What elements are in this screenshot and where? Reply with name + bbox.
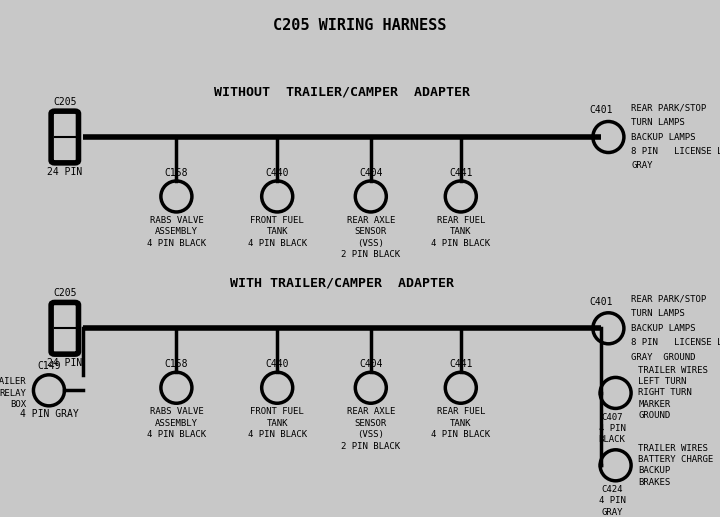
Text: C441: C441 <box>449 359 472 369</box>
Text: C205 WIRING HARNESS: C205 WIRING HARNESS <box>274 18 446 33</box>
Text: 8 PIN   LICENSE LAMPS: 8 PIN LICENSE LAMPS <box>631 147 720 156</box>
Text: 4 PIN: 4 PIN <box>598 496 626 505</box>
Text: RELAY: RELAY <box>0 389 26 398</box>
Text: 4 PIN BLACK: 4 PIN BLACK <box>248 239 307 248</box>
Text: C407: C407 <box>601 413 623 421</box>
Text: TANK: TANK <box>266 227 288 236</box>
Text: C401: C401 <box>590 297 613 307</box>
Text: BRAKES: BRAKES <box>639 478 670 487</box>
Text: C440: C440 <box>266 168 289 178</box>
Text: BLACK: BLACK <box>598 435 626 444</box>
Text: C205: C205 <box>53 288 76 298</box>
Text: C424: C424 <box>601 485 623 494</box>
Text: 4 PIN BLACK: 4 PIN BLACK <box>147 239 206 248</box>
Text: REAR PARK/STOP: REAR PARK/STOP <box>631 295 706 304</box>
Text: BOX: BOX <box>10 400 26 409</box>
Text: ASSEMBLY: ASSEMBLY <box>155 227 198 236</box>
Text: GRAY: GRAY <box>631 161 652 171</box>
Text: C158: C158 <box>165 168 188 178</box>
Text: FRONT FUEL: FRONT FUEL <box>251 407 304 416</box>
Text: TANK: TANK <box>450 419 472 428</box>
Text: C158: C158 <box>165 359 188 369</box>
Text: REAR FUEL: REAR FUEL <box>436 216 485 225</box>
Text: FRONT FUEL: FRONT FUEL <box>251 216 304 225</box>
Text: RIGHT TURN: RIGHT TURN <box>639 388 692 398</box>
Text: 8 PIN   LICENSE LAMPS: 8 PIN LICENSE LAMPS <box>631 338 720 347</box>
Text: BACKUP LAMPS: BACKUP LAMPS <box>631 132 696 142</box>
Text: TANK: TANK <box>266 419 288 428</box>
Text: 2 PIN BLACK: 2 PIN BLACK <box>341 250 400 259</box>
Text: (VSS): (VSS) <box>357 430 384 439</box>
Text: LEFT TURN: LEFT TURN <box>639 377 687 386</box>
Text: BATTERY CHARGE: BATTERY CHARGE <box>639 455 714 464</box>
Text: GRAY  GROUND: GRAY GROUND <box>631 353 696 362</box>
Text: REAR AXLE: REAR AXLE <box>346 407 395 416</box>
Text: 4 PIN BLACK: 4 PIN BLACK <box>248 430 307 439</box>
Text: 4 PIN BLACK: 4 PIN BLACK <box>147 430 206 439</box>
Text: C401: C401 <box>590 105 613 115</box>
Text: C441: C441 <box>449 168 472 178</box>
Text: MARKER: MARKER <box>639 400 670 409</box>
Text: REAR AXLE: REAR AXLE <box>346 216 395 225</box>
Text: WITH TRAILER/CAMPER  ADAPTER: WITH TRAILER/CAMPER ADAPTER <box>230 277 454 290</box>
Text: 4 PIN BLACK: 4 PIN BLACK <box>431 239 490 248</box>
Text: RABS VALVE: RABS VALVE <box>150 407 203 416</box>
Text: SENSOR: SENSOR <box>355 419 387 428</box>
Text: WITHOUT  TRAILER/CAMPER  ADAPTER: WITHOUT TRAILER/CAMPER ADAPTER <box>214 85 470 98</box>
Text: TANK: TANK <box>450 227 472 236</box>
Text: 24 PIN: 24 PIN <box>48 358 82 368</box>
Text: TRAILER WIRES: TRAILER WIRES <box>639 444 708 453</box>
Text: ASSEMBLY: ASSEMBLY <box>155 419 198 428</box>
Text: (VSS): (VSS) <box>357 239 384 248</box>
Text: GROUND: GROUND <box>639 411 670 420</box>
Text: GRAY: GRAY <box>601 508 623 516</box>
Text: REAR FUEL: REAR FUEL <box>436 407 485 416</box>
Text: C404: C404 <box>359 168 382 178</box>
Text: BACKUP: BACKUP <box>639 466 670 476</box>
Text: 2 PIN BLACK: 2 PIN BLACK <box>341 442 400 450</box>
Text: 4 PIN GRAY: 4 PIN GRAY <box>19 409 78 419</box>
Text: C205: C205 <box>53 97 76 107</box>
Text: BACKUP LAMPS: BACKUP LAMPS <box>631 324 696 333</box>
Text: TURN LAMPS: TURN LAMPS <box>631 309 685 318</box>
Text: 4 PIN BLACK: 4 PIN BLACK <box>431 430 490 439</box>
Text: C404: C404 <box>359 359 382 369</box>
Text: 4 PIN: 4 PIN <box>598 424 626 433</box>
Text: TURN LAMPS: TURN LAMPS <box>631 118 685 127</box>
Text: RABS VALVE: RABS VALVE <box>150 216 203 225</box>
Text: SENSOR: SENSOR <box>355 227 387 236</box>
Text: TRAILER: TRAILER <box>0 377 26 386</box>
Text: TRAILER WIRES: TRAILER WIRES <box>639 366 708 375</box>
Text: 24 PIN: 24 PIN <box>48 167 82 177</box>
Text: C149: C149 <box>37 361 60 371</box>
Text: C440: C440 <box>266 359 289 369</box>
Text: REAR PARK/STOP: REAR PARK/STOP <box>631 103 706 113</box>
